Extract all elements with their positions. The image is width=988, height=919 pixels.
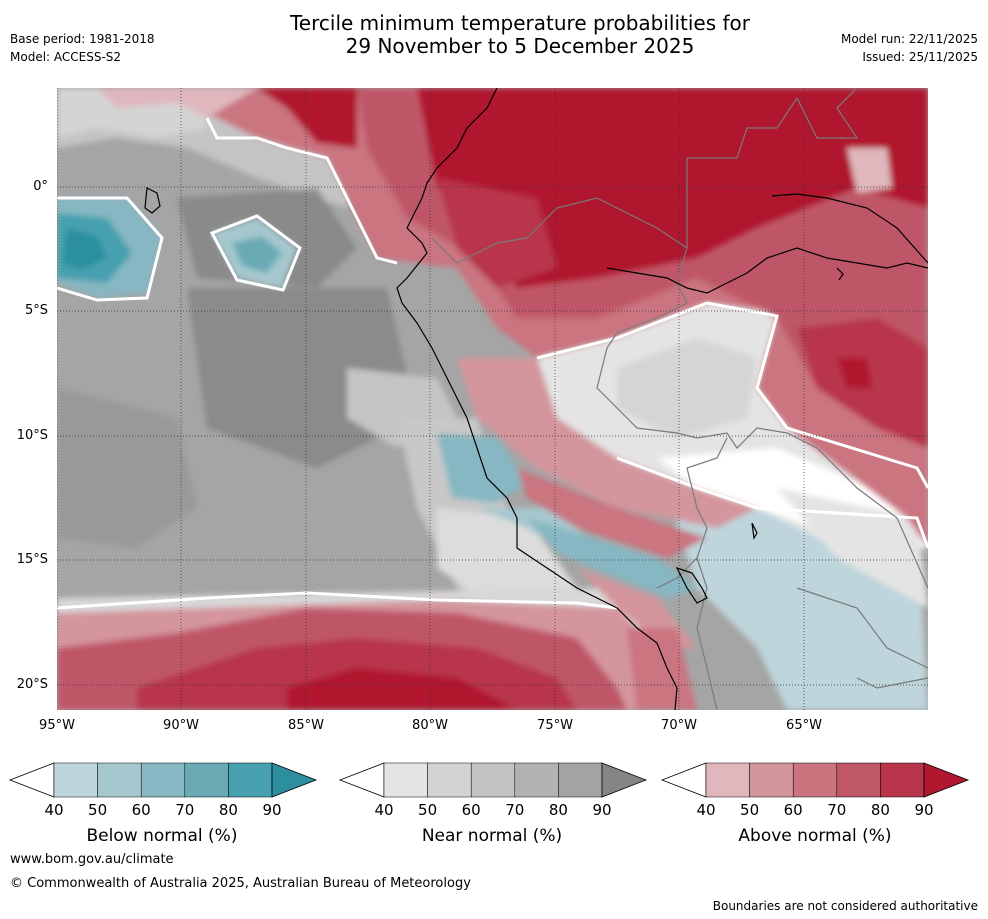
colorbar-segment — [427, 762, 472, 798]
meta-right: Model run: 22/11/2025 Issued: 25/11/2025 — [841, 30, 978, 66]
colorbar-tick-label: 90 — [262, 801, 282, 819]
colorbar-tick-label: 70 — [827, 801, 847, 819]
base-period: Base period: 1981-2018 — [10, 32, 155, 46]
colorbar-tick-label: 80 — [870, 801, 890, 819]
colorbar-over-arrow — [271, 762, 318, 798]
colorbar-tick-label: 60 — [783, 801, 803, 819]
lat-label: 10°S — [16, 428, 48, 443]
map-title: Tercile minimum temperature probabilitie… — [0, 12, 988, 58]
lon-label: 95°W — [39, 718, 75, 733]
title-line-1: Tercile minimum temperature probabilitie… — [289, 11, 751, 35]
colorbar-over-arrow — [923, 762, 970, 798]
colorbar-segment — [836, 762, 881, 798]
lon-label: 65°W — [786, 718, 822, 733]
colorbar-below-normal — [8, 762, 318, 798]
colorbar-segment — [705, 762, 750, 798]
colorbar-tick-label: 40 — [374, 801, 394, 819]
probability-contours — [57, 117, 928, 610]
colorbar-tick-label: 40 — [696, 801, 716, 819]
model-name: Model: ACCESS-S2 — [10, 50, 122, 64]
colorbar-segment — [514, 762, 559, 798]
colorbars — [8, 762, 970, 798]
lat-label: 0° — [33, 179, 48, 194]
colorbar-tick-label: 60 — [131, 801, 151, 819]
colorbar-under-arrow — [8, 762, 55, 798]
colorbar-under-arrow — [338, 762, 385, 798]
coastline — [144, 88, 928, 710]
lon-label: 85°W — [288, 718, 324, 733]
colorbar-segment — [749, 762, 794, 798]
colorbar-tick-label: 70 — [505, 801, 525, 819]
colorbar-above-normal — [660, 762, 970, 798]
colorbar-segment — [470, 762, 516, 798]
colorbar-segment — [184, 762, 229, 798]
colorbar-under-arrow — [660, 762, 707, 798]
colorbar-segment — [140, 762, 186, 798]
meta-left: Base period: 1981-2018 Model: ACCESS-S2 — [10, 30, 155, 66]
colorbar-tick-label: 80 — [218, 801, 238, 819]
colorbar-over-arrow — [601, 762, 648, 798]
colorbar-tick-label: 50 — [418, 801, 438, 819]
colorbar-segment — [228, 762, 273, 798]
colorbar-tick-label: 80 — [548, 801, 568, 819]
title-line-2: 29 November to 5 December 2025 — [345, 34, 695, 58]
colorbar-label-below: Below normal (%) — [86, 826, 238, 846]
lon-label: 75°W — [537, 718, 573, 733]
issued-date: Issued: 25/11/2025 — [862, 50, 978, 64]
lat-label: 15°S — [16, 552, 48, 567]
lat-label: 20°S — [16, 677, 48, 692]
colorbar-segment — [880, 762, 925, 798]
colorbar-tick-label: 60 — [461, 801, 481, 819]
colorbar-near-normal — [338, 762, 648, 798]
colorbar-segment — [558, 762, 603, 798]
colorbar-segment — [792, 762, 838, 798]
colorbar-tick-label: 70 — [175, 801, 195, 819]
colorbar-label-near: Near normal (%) — [421, 826, 563, 846]
colorbar-tick-label: 50 — [740, 801, 760, 819]
lon-label: 80°W — [412, 718, 448, 733]
disclaimer-text: Boundaries are not considered authoritat… — [712, 899, 978, 913]
colorbar-segment — [97, 762, 142, 798]
probability-fields — [57, 88, 928, 710]
colorbar-tick-label: 90 — [914, 801, 934, 819]
lon-label: 90°W — [163, 718, 199, 733]
colorbar-segment — [383, 762, 428, 798]
lat-label: 5°S — [24, 303, 48, 318]
website-text: www.bom.gov.au/climate — [10, 852, 174, 867]
colorbar-label-above: Above normal (%) — [738, 826, 892, 846]
graticule — [57, 88, 928, 710]
copyright-text: © Commonwealth of Australia 2025, Austra… — [10, 876, 471, 891]
probability-map — [57, 88, 928, 710]
country-boundaries — [431, 88, 928, 710]
lon-label: 70°W — [661, 718, 697, 733]
model-run: Model run: 22/11/2025 — [840, 32, 978, 46]
colorbar-tick-label: 90 — [592, 801, 612, 819]
colorbar-segment — [53, 762, 98, 798]
colorbar-tick-label: 40 — [44, 801, 64, 819]
colorbar-tick-label: 50 — [88, 801, 108, 819]
